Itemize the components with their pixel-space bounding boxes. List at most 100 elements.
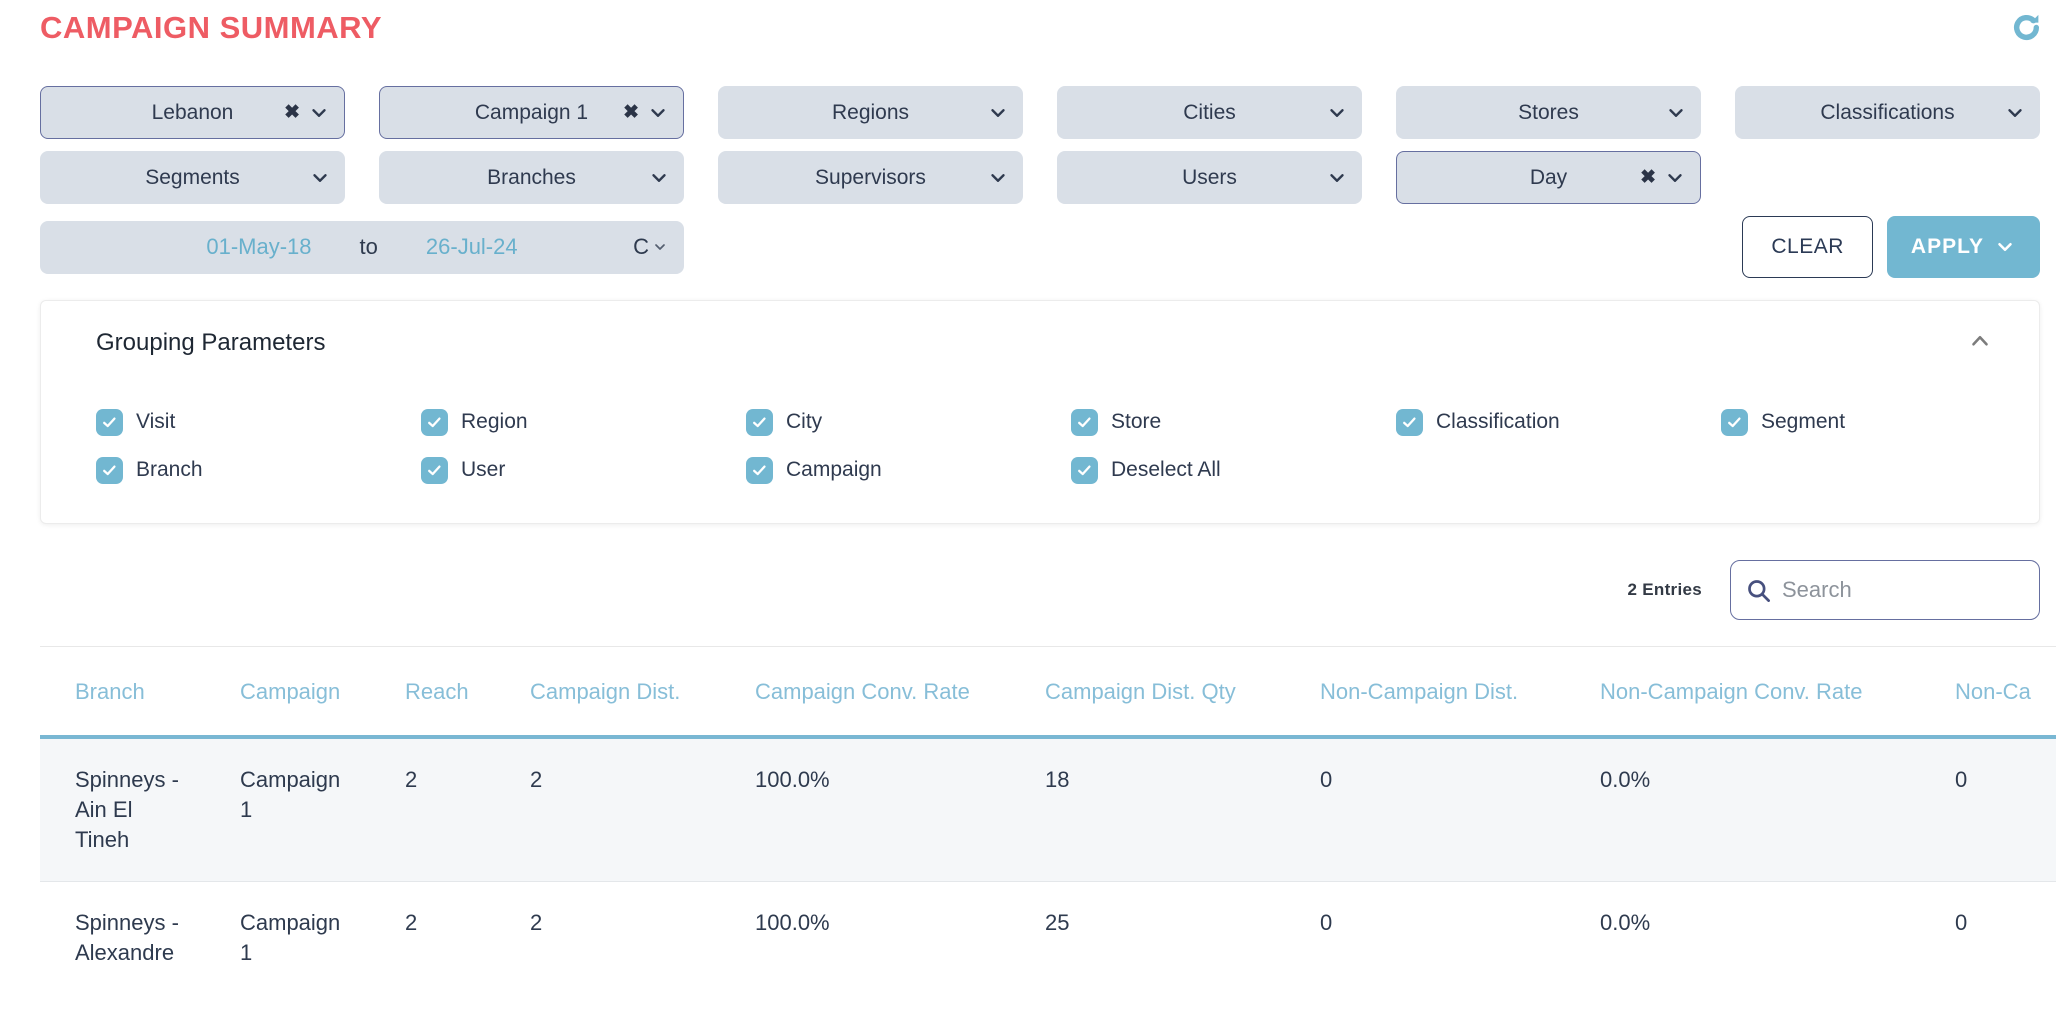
checkbox-label: Segment xyxy=(1761,410,1846,433)
chevron-down-icon xyxy=(991,173,1005,182)
clear-filter-icon[interactable]: ✖ xyxy=(1640,167,1656,188)
apply-label: APPLY xyxy=(1910,235,1984,258)
checkbox-checked-icon xyxy=(1071,408,1098,436)
chevron-down-icon xyxy=(991,108,1005,117)
grouping-checkbox-grid: Visit Region City Store Classification S… xyxy=(96,405,1989,487)
chevron-down-icon xyxy=(313,173,327,182)
date-separator: to xyxy=(359,234,378,259)
checkbox-label: Deselect All xyxy=(1111,458,1221,481)
filter-label: Campaign 1 xyxy=(474,100,589,124)
column-header-non-campaign-conv-rate[interactable]: Non-Campaign Conv. Rate xyxy=(1600,647,1955,739)
checkbox-checked-icon xyxy=(746,456,773,484)
grouping-checkbox-segment[interactable]: Segment xyxy=(1721,405,2046,439)
date-filter-row: 01-May-18 to 26-Jul-24 C CLEAR APPLY xyxy=(40,216,2040,278)
date-range-picker[interactable]: 01-May-18 to 26-Jul-24 C xyxy=(40,220,684,274)
filter-label: Users xyxy=(1182,165,1237,189)
checkbox-label: Visit xyxy=(136,410,176,433)
grouping-checkbox-branch[interactable]: Branch xyxy=(96,453,421,487)
grouping-parameters-panel: Grouping Parameters Visit Region City St… xyxy=(40,300,2040,524)
cell-branch: Spinneys - Ain El Tineh xyxy=(75,767,179,852)
cell-campaign-dist: 2 xyxy=(530,767,543,792)
grouping-checkbox-city[interactable]: City xyxy=(746,405,1071,439)
column-header-campaign-conv-rate[interactable]: Campaign Conv. Rate xyxy=(755,647,1045,739)
refresh-icon[interactable] xyxy=(2010,12,2042,44)
filter-dropdown-day[interactable]: Day ✖ xyxy=(1396,151,1701,204)
checkbox-label: Campaign xyxy=(786,458,882,481)
table-row[interactable]: Spinneys - Ain El Tineh Campaign 1 2 2 1… xyxy=(40,737,2056,882)
filter-dropdown-segments[interactable]: Segments xyxy=(40,151,345,204)
grouping-checkbox-region[interactable]: Region xyxy=(421,405,746,439)
checkbox-label: Branch xyxy=(136,458,203,481)
filter-label: Day xyxy=(1529,165,1568,189)
checkbox-checked-icon xyxy=(421,408,448,436)
chevron-down-icon xyxy=(1669,108,1683,117)
date-end[interactable]: 26-Jul-24 xyxy=(425,234,518,259)
checkbox-checked-icon xyxy=(746,408,773,436)
date-mode-selector[interactable]: C xyxy=(633,234,668,260)
filter-row-1: Lebanon ✖ Campaign 1 ✖ Regions Cities xyxy=(40,86,2040,139)
cell-campaign: Campaign 1 xyxy=(240,881,405,994)
filter-label: Segments xyxy=(145,165,240,189)
filter-dropdown-supervisors[interactable]: Supervisors xyxy=(718,151,1023,204)
column-header-campaign-dist-qty[interactable]: Campaign Dist. Qty xyxy=(1045,647,1320,739)
column-header-reach[interactable]: Reach xyxy=(405,647,530,739)
cell-non-campaign-dist-qty: 0 xyxy=(1955,881,2056,994)
filter-dropdown-campaign[interactable]: Campaign 1 ✖ xyxy=(379,86,684,139)
date-start[interactable]: 01-May-18 xyxy=(206,234,312,259)
filter-label: Lebanon xyxy=(151,100,234,124)
grouping-checkbox-user[interactable]: User xyxy=(421,453,746,487)
search-icon xyxy=(1748,579,1770,602)
clear-filter-icon[interactable]: ✖ xyxy=(284,102,300,123)
cell-non-campaign-dist: 0 xyxy=(1320,881,1600,994)
filter-label: Supervisors xyxy=(815,165,926,189)
summary-table: Branch Campaign Reach Campaign Dist. Cam… xyxy=(40,646,2056,994)
cell-reach: 2 xyxy=(405,881,530,994)
filter-bar: Lebanon ✖ Campaign 1 ✖ Regions Cities xyxy=(40,86,2040,278)
filter-row-2: Segments Branches Supervisors Users Day xyxy=(40,151,2040,204)
column-header-campaign-dist[interactable]: Campaign Dist. xyxy=(530,647,755,739)
apply-button[interactable]: APPLY xyxy=(1886,216,2040,278)
cell-branch: Spinneys - Alexandre xyxy=(40,881,240,994)
entries-count: 2 Entries xyxy=(1627,580,1702,599)
column-header-non-campaign-dist-qty[interactable]: Non-Ca xyxy=(1955,647,2056,739)
cell-non-campaign-conv-rate: 0.0% xyxy=(1600,881,1955,994)
filter-dropdown-cities[interactable]: Cities xyxy=(1057,86,1362,139)
filter-dropdown-branches[interactable]: Branches xyxy=(379,151,684,204)
chevron-down-icon xyxy=(1668,173,1682,182)
grouping-checkbox-store[interactable]: Store xyxy=(1071,405,1396,439)
table-toolbar: 2 Entries xyxy=(40,560,2040,620)
column-header-campaign[interactable]: Campaign xyxy=(240,647,405,739)
cell-campaign-dist-qty: 18 xyxy=(1045,767,1070,792)
collapse-panel-button[interactable] xyxy=(1965,327,1995,357)
filter-dropdown-regions[interactable]: Regions xyxy=(718,86,1023,139)
cell-campaign-conv-rate: 100.0% xyxy=(755,881,1045,994)
filter-label: Cities xyxy=(1183,100,1236,124)
grouping-checkbox-campaign[interactable]: Campaign xyxy=(746,453,1071,487)
filter-dropdown-users[interactable]: Users xyxy=(1057,151,1362,204)
clear-button[interactable]: CLEAR xyxy=(1742,216,1873,278)
grouping-checkbox-classification[interactable]: Classification xyxy=(1396,405,1721,439)
filter-dropdown-stores[interactable]: Stores xyxy=(1396,86,1701,139)
clear-filter-icon[interactable]: ✖ xyxy=(623,102,639,123)
filter-dropdown-country[interactable]: Lebanon ✖ xyxy=(40,86,345,139)
cell-non-campaign-dist-qty: 0 xyxy=(1955,767,1968,792)
chevron-down-icon xyxy=(1330,108,1344,117)
grouping-checkbox-deselect-all[interactable]: Deselect All xyxy=(1071,453,1396,487)
grouping-checkbox-visit[interactable]: Visit xyxy=(96,405,421,439)
chevron-down-icon xyxy=(312,108,326,117)
cell-campaign-conv-rate: 100.0% xyxy=(755,767,830,792)
column-header-non-campaign-dist[interactable]: Non-Campaign Dist. xyxy=(1320,647,1600,739)
checkbox-label: Store xyxy=(1111,410,1162,433)
chevron-down-icon xyxy=(2008,108,2022,117)
date-mode-label: C xyxy=(633,234,649,259)
search-input[interactable] xyxy=(1782,577,2025,603)
filter-dropdown-classifications[interactable]: Classifications xyxy=(1735,86,2040,139)
cell-non-campaign-conv-rate: 0.0% xyxy=(1600,767,1651,792)
column-header-branch[interactable]: Branch xyxy=(40,647,240,739)
filter-label: Stores xyxy=(1518,100,1579,124)
checkbox-label: Classification xyxy=(1436,410,1560,433)
checkbox-label: User xyxy=(461,458,506,481)
search-box xyxy=(1730,560,2040,620)
table-row[interactable]: Spinneys - Alexandre Campaign 1 2 2 100.… xyxy=(40,881,2056,994)
chevron-down-icon xyxy=(651,108,665,117)
